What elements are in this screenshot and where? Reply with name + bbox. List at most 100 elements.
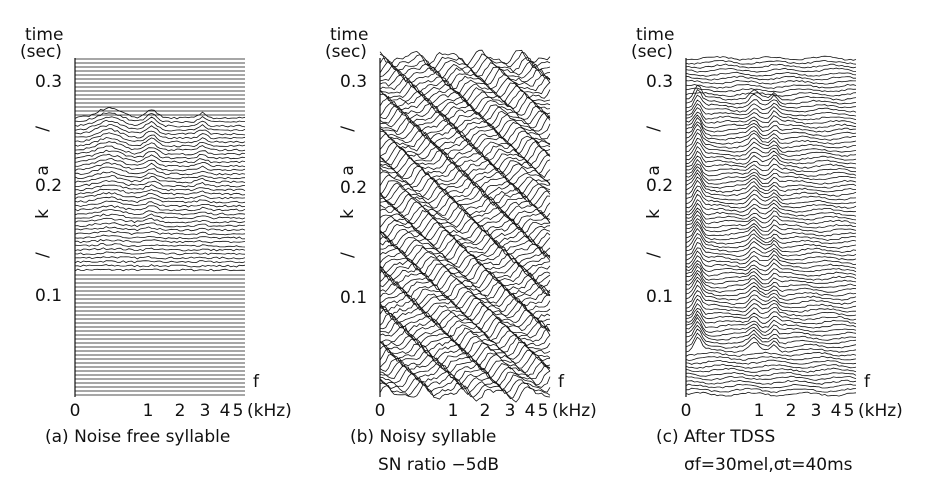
trace <box>379 284 551 303</box>
trace <box>74 213 246 220</box>
trace <box>379 80 551 99</box>
trace <box>379 272 551 291</box>
trace <box>685 218 857 233</box>
trace <box>685 289 857 305</box>
trace <box>685 169 857 185</box>
trace <box>379 325 551 343</box>
trace <box>379 201 551 219</box>
trace <box>685 179 857 197</box>
trace <box>379 89 551 107</box>
trace <box>685 227 857 245</box>
x-tick-label: 3 <box>811 401 822 421</box>
trace <box>74 226 246 232</box>
trace <box>379 152 551 172</box>
trace <box>74 116 246 128</box>
trace <box>685 185 857 201</box>
trace <box>379 237 551 254</box>
y-tick-label: 0.1 <box>340 288 367 308</box>
trace <box>685 71 857 77</box>
x-tick-label: 3 <box>505 401 516 421</box>
trace <box>379 195 551 214</box>
trace <box>685 298 857 313</box>
trace <box>379 244 551 264</box>
trace <box>685 320 857 337</box>
panel: time(sec) 0.1 0.2 0.3 / k a / 0 1 2 3 4 5 (kHz) f (c)… <box>631 25 903 475</box>
trace <box>74 239 246 244</box>
trace <box>685 94 857 109</box>
x-tick-label: 3 <box>200 401 211 421</box>
trace <box>379 180 551 200</box>
trace <box>685 132 856 149</box>
x-tick-label: 2 <box>786 401 797 421</box>
trace <box>685 241 857 257</box>
trace <box>379 156 551 175</box>
trace <box>74 137 246 148</box>
trace <box>379 49 551 67</box>
trace <box>379 263 551 282</box>
trace <box>379 383 551 403</box>
trace <box>74 162 246 172</box>
trace <box>685 316 857 333</box>
x-unit-label: (kHz) <box>247 401 292 421</box>
trace <box>74 230 246 236</box>
trace <box>379 312 551 330</box>
trace <box>685 313 857 329</box>
trace <box>379 212 551 231</box>
trace <box>74 153 246 164</box>
trace <box>74 171 246 180</box>
trace <box>379 341 551 359</box>
trace <box>685 328 857 345</box>
trace <box>685 214 857 229</box>
unit-label: (sec) <box>631 42 673 62</box>
trace <box>379 297 551 314</box>
trace <box>74 222 246 228</box>
trace <box>379 165 551 182</box>
trace <box>379 268 551 287</box>
y-tick-label: 0.1 <box>646 287 673 307</box>
unit-label: (sec) <box>20 42 62 62</box>
trace <box>379 344 551 363</box>
trace <box>686 155 857 169</box>
time-label: time <box>25 25 63 45</box>
trace <box>379 333 551 352</box>
f-label: f <box>558 372 565 392</box>
trace <box>74 255 246 260</box>
trace <box>379 320 551 338</box>
trace <box>685 332 857 349</box>
caption: σf=30mel,σt=40ms <box>684 455 853 475</box>
caption: (a) Noise free syllable <box>45 427 230 447</box>
trace <box>685 232 857 249</box>
trace <box>685 193 857 209</box>
trace <box>685 363 857 369</box>
trace <box>380 253 551 271</box>
trace <box>685 103 857 117</box>
trace <box>74 112 245 124</box>
trace <box>74 264 246 268</box>
x-tick-label: 0 <box>375 401 386 421</box>
trace <box>685 263 857 277</box>
trace <box>685 141 857 157</box>
trace <box>379 348 550 368</box>
trace <box>74 106 246 120</box>
trace <box>685 221 857 237</box>
trace <box>685 265 857 281</box>
trace <box>685 223 857 241</box>
x-tick-label: 2 <box>175 401 186 421</box>
trace <box>685 310 857 325</box>
trace <box>685 88 857 105</box>
trace <box>685 387 857 393</box>
trace <box>379 351 551 370</box>
trace <box>74 234 246 240</box>
trace <box>685 383 857 389</box>
trace <box>379 51 551 71</box>
trace <box>685 114 857 129</box>
trace <box>685 355 857 361</box>
trace <box>685 307 857 321</box>
panel: time(sec) 0.1 0.2 0.3 / k a / 0 1 2 3 4 5 (kHz) f (a)… <box>20 25 292 447</box>
trace <box>379 279 551 299</box>
trace <box>685 87 857 93</box>
trace <box>685 259 857 273</box>
y-tick-label: 0.2 <box>646 176 673 196</box>
trace <box>379 192 551 210</box>
trace <box>379 105 551 123</box>
